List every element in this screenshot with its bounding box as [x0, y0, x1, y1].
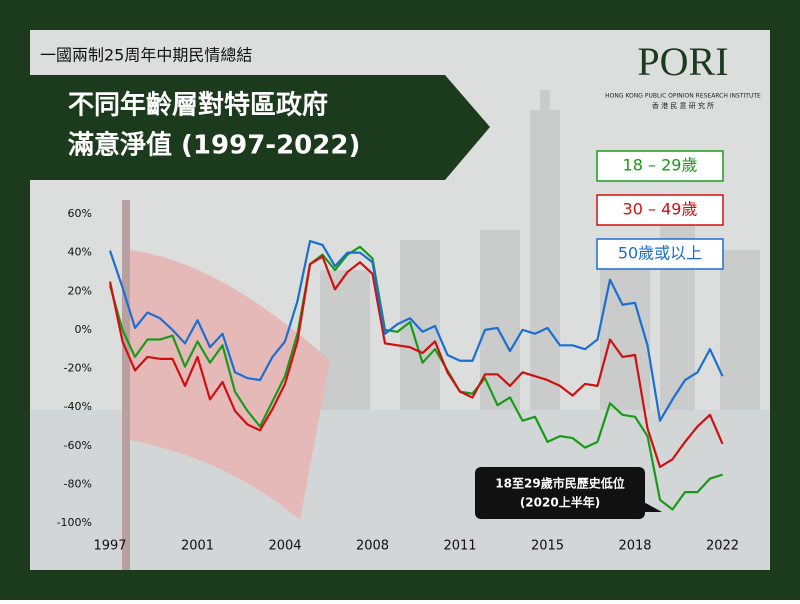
annotation: 18至29歲市民歷史低位 — [495, 476, 624, 491]
x-tick-label: 2011 — [443, 539, 476, 554]
x-tick-label: 1997 — [93, 539, 126, 554]
series-line — [108, 245, 723, 511]
annotation-pointer — [640, 500, 662, 512]
y-tick-label: -60% — [64, 439, 92, 452]
y-tick-label: -80% — [64, 477, 92, 490]
x-tick-label: 2001 — [181, 539, 214, 554]
legend-label: 50歲或以上 — [618, 244, 702, 263]
y-tick-label: 0% — [75, 323, 92, 336]
title-banner — [30, 75, 490, 180]
x-tick-label: 2022 — [706, 539, 739, 554]
legend-box — [596, 150, 724, 182]
series-line — [108, 255, 724, 469]
y-tick-label: -40% — [64, 400, 92, 413]
subtitle: 一國兩制25周年中期民情總結 — [40, 46, 252, 65]
x-tick-label: 2018 — [618, 539, 651, 554]
legend-label: 30 – 49歲 — [623, 200, 698, 219]
y-tick-label: 60% — [68, 207, 92, 220]
annotation-box — [475, 467, 645, 519]
logo-name: PORI — [637, 39, 728, 84]
y-tick-label: 40% — [68, 246, 92, 259]
logo-chinese: 香 港 民 意 研 究 所 — [652, 101, 714, 110]
x-tick-label: 2015 — [531, 539, 564, 554]
legend-label: 18 – 29歲 — [623, 156, 698, 175]
y-tick-label: -100% — [57, 516, 92, 529]
legend-box — [596, 194, 724, 226]
y-tick-label: 20% — [68, 284, 92, 297]
flag — [130, 250, 330, 520]
annotation: (2020上半年) — [520, 495, 600, 510]
x-tick-label: 2008 — [356, 539, 389, 554]
flagpole — [122, 200, 130, 570]
chart-title: 滿意淨值 (1997-2022) — [68, 130, 360, 161]
series-line — [108, 239, 724, 422]
y-tick-label: -20% — [64, 362, 92, 375]
logo-english: HONG KONG PUBLIC OPINION RESEARCH INSTIT… — [605, 93, 761, 100]
x-tick-label: 2004 — [268, 539, 301, 554]
chart-title: 不同年齡層對特區政府 — [68, 90, 328, 121]
legend-box — [596, 238, 724, 270]
